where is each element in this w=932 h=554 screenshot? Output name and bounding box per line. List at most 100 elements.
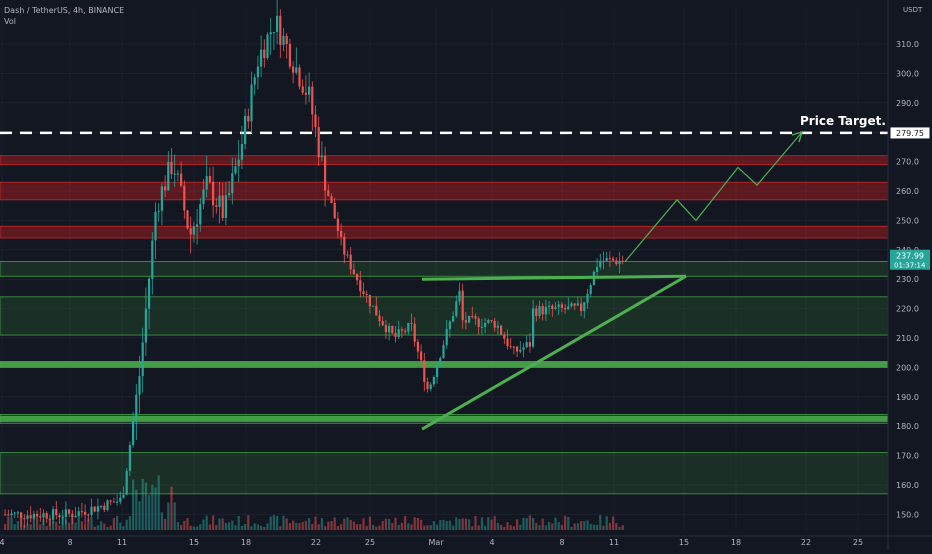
candle-body: [151, 240, 154, 279]
volume-bar: [375, 526, 378, 530]
candle-body: [327, 190, 330, 197]
volume-bar: [45, 525, 48, 530]
candle-body: [461, 290, 464, 321]
volume-bar: [52, 521, 55, 530]
volume-bar: [32, 517, 35, 530]
volume-bar: [151, 484, 154, 530]
volume-bar: [231, 520, 234, 530]
candle-body: [231, 173, 234, 194]
candle-body: [16, 512, 19, 514]
candle-body: [410, 322, 413, 324]
volume-bar: [61, 515, 64, 530]
volume-bar: [605, 516, 608, 530]
candle-body: [58, 515, 61, 518]
volume-bar: [298, 523, 301, 530]
candle-body: [253, 77, 256, 85]
volume-bar: [324, 526, 327, 530]
volume-bar: [68, 522, 71, 530]
candle-body: [122, 494, 125, 498]
volume-bar: [570, 526, 573, 530]
volume-bar: [471, 526, 474, 530]
volume-bar: [74, 522, 77, 530]
candle-body: [279, 15, 282, 45]
candle-body: [346, 254, 349, 256]
candle-body: [474, 316, 477, 319]
green-zone: [0, 261, 889, 277]
candle-body: [96, 506, 99, 512]
candle-body: [388, 325, 391, 333]
candle-body: [512, 346, 515, 348]
last-price-badge: [890, 249, 930, 270]
candle-body: [77, 511, 80, 516]
volume-bar: [240, 525, 243, 530]
volume-bar: [122, 526, 125, 530]
y-tick-label: 300.0: [896, 69, 919, 78]
red-zone: [0, 225, 889, 239]
candle-body: [138, 376, 141, 395]
volume-bar: [349, 519, 352, 530]
volume-bar: [436, 524, 439, 530]
candle-body: [32, 513, 35, 519]
candle-body: [420, 351, 423, 361]
volume-bar: [157, 475, 160, 530]
volume-bar: [397, 524, 400, 530]
candle-body: [343, 236, 346, 255]
volume-bar: [484, 525, 487, 530]
volume-bar: [592, 524, 595, 530]
volume-bar: [372, 524, 375, 530]
candle-body: [493, 321, 496, 328]
candle-body: [596, 267, 599, 272]
volume-bar: [58, 525, 61, 530]
volume-bar: [615, 523, 618, 530]
volume-bar: [388, 519, 391, 530]
candle-body: [522, 347, 525, 350]
volume-bar: [567, 517, 570, 530]
candle-body: [160, 186, 163, 211]
candle-body: [586, 293, 589, 303]
candle-body: [314, 114, 317, 128]
candle-body: [208, 176, 211, 182]
volume-bar: [455, 517, 458, 530]
candle-body: [532, 308, 535, 347]
candle-body: [244, 115, 247, 145]
candle-body: [180, 173, 183, 186]
candle-body: [394, 333, 397, 337]
volume-bar: [439, 519, 442, 530]
candle-body: [39, 516, 42, 518]
candle-body: [164, 186, 167, 191]
volume-bar: [404, 515, 407, 530]
y-tick-label: 200.0: [896, 363, 919, 372]
y-tick-label: 250.0: [896, 216, 919, 225]
volume-bar: [516, 519, 519, 530]
volume-bar: [602, 525, 605, 530]
candle-body: [260, 49, 263, 67]
candle-body: [490, 320, 493, 322]
candle-body: [234, 166, 237, 174]
candle-body: [455, 301, 458, 317]
volume-bar: [525, 518, 528, 530]
volume-bar: [554, 517, 557, 530]
volume-bar: [77, 515, 80, 530]
volume-bar: [285, 518, 288, 530]
candle-body: [116, 501, 119, 503]
volume-bar: [29, 524, 32, 530]
y-tick-label: 190.0: [896, 393, 919, 402]
volume-bar: [192, 526, 195, 530]
volume-bar: [346, 517, 349, 530]
volume-bar: [48, 519, 51, 530]
candle-body: [304, 92, 307, 95]
volume-bar: [538, 525, 541, 530]
volume-bar: [263, 526, 266, 530]
volume-bar: [426, 525, 429, 530]
volume-bar: [551, 523, 554, 530]
y-tick-label: 290.0: [896, 99, 919, 108]
candle-body: [221, 195, 224, 219]
x-tick-label: 18: [241, 538, 251, 547]
candle-body: [381, 321, 384, 326]
volume-bar: [340, 524, 343, 530]
support-band: [0, 361, 888, 368]
volume-bar: [612, 516, 615, 530]
volume-bar: [580, 521, 583, 530]
candle-body: [570, 303, 573, 307]
